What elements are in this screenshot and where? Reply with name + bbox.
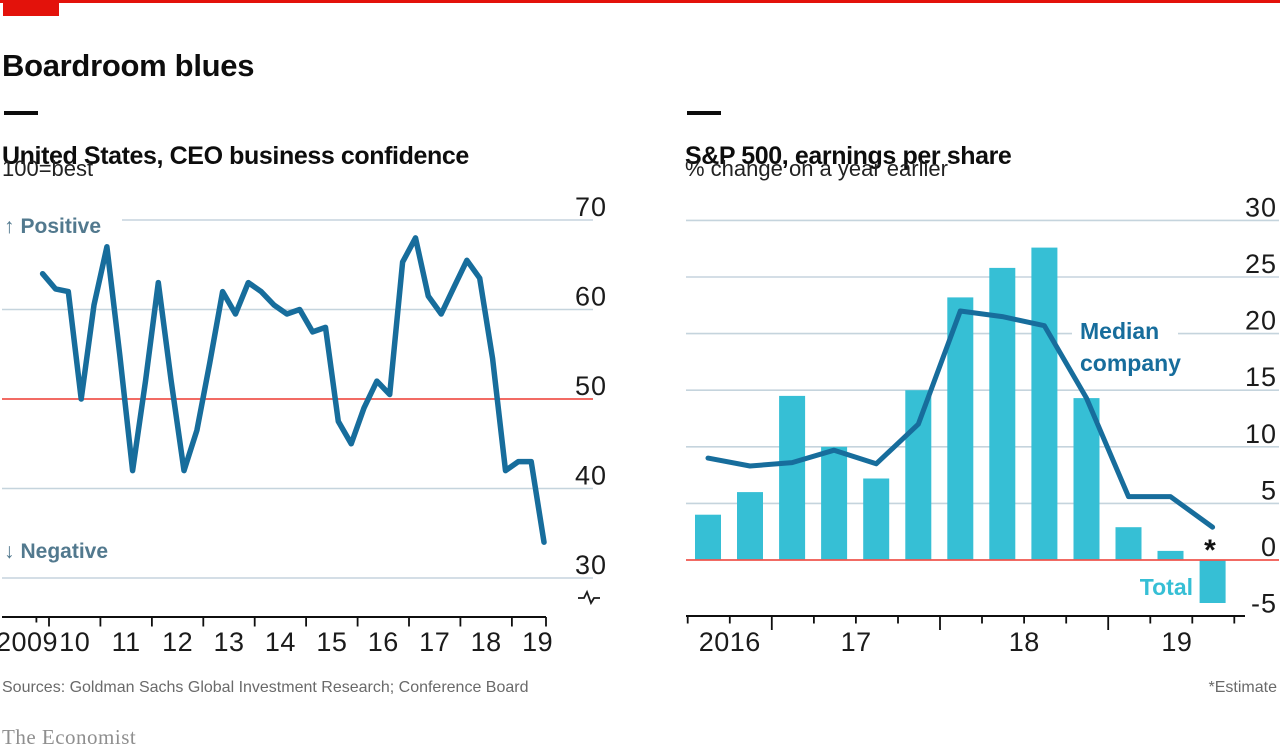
median-company-line1: Median	[1080, 318, 1160, 344]
left-xlabel-2009: 2009	[0, 627, 58, 657]
left-ytick-30: 30	[575, 550, 607, 580]
left-xlabel-18: 18	[471, 627, 502, 657]
bar-2018-q2	[989, 267, 1016, 560]
right-ytick-20: 20	[1245, 306, 1277, 336]
left-ytick-70: 70	[575, 192, 607, 222]
right-xlabel-19: 19	[1161, 627, 1192, 657]
page-title: Boardroom blues	[2, 47, 255, 83]
left-ytick-60: 60	[575, 282, 607, 312]
right-xlabel-2016: 2016	[699, 627, 761, 657]
estimate-asterisk: *	[1204, 534, 1216, 567]
left-xlabel-16: 16	[368, 627, 399, 657]
bar-2016-q3	[695, 514, 721, 560]
bar-2016-q4	[737, 492, 763, 560]
bar-2019-q2	[1157, 550, 1184, 560]
estimate-footnote: *Estimate	[1208, 679, 1277, 696]
left-xlabel-10: 10	[59, 627, 90, 657]
bar-2017-q2	[821, 446, 848, 560]
total-series-label: Total	[1139, 574, 1193, 600]
left-xlabel-13: 13	[213, 627, 244, 657]
right-ytick-10: 10	[1245, 419, 1277, 449]
negative-annotation: ↓ Negative	[4, 540, 108, 564]
positive-annotation-text: Positive	[20, 215, 102, 238]
positive-annotation: ↑ Positive	[4, 215, 101, 239]
down-arrow-icon: ↓	[4, 540, 15, 563]
left-kicker-dash	[4, 111, 38, 115]
left-chart-title: United States, CEO business confidence	[2, 141, 469, 170]
median-company-line	[705, 308, 1216, 530]
axis-break-icon	[578, 589, 600, 606]
masthead-red-tab	[3, 0, 59, 16]
left-ytick-50: 50	[575, 371, 607, 401]
right-kicker-dash	[687, 111, 721, 115]
ceo-confidence-line	[39, 235, 547, 545]
bar-2019-q3-	[1199, 560, 1226, 603]
left-xlabel-15: 15	[316, 627, 347, 657]
the-economist-logo: The Economist	[2, 725, 137, 749]
median-company-series-label: Median company	[1080, 315, 1181, 379]
right-ytick-0: 0	[1261, 532, 1277, 562]
masthead-rule	[0, 0, 1280, 3]
right-xlabel-18: 18	[1009, 627, 1040, 657]
left-xlabel-12: 12	[162, 627, 193, 657]
median-company-line2: company	[1080, 350, 1181, 376]
right-chart-unit: % change on a year earlier	[685, 156, 948, 181]
right-ytick--5: -5	[1251, 589, 1277, 619]
right-ytick-5: 5	[1261, 475, 1277, 505]
left-xlabel-11: 11	[112, 627, 141, 657]
bar-2017-q3	[863, 478, 890, 560]
bar-2017-q4	[905, 390, 932, 560]
left-xlabel-14: 14	[265, 627, 296, 657]
right-ytick-25: 25	[1245, 249, 1277, 279]
right-xlabel-17: 17	[841, 627, 872, 657]
right-ytick-30: 30	[1245, 192, 1277, 222]
left-xlabel-17: 17	[419, 627, 450, 657]
left-ytick-40: 40	[575, 461, 607, 491]
bar-2018-q3	[1031, 247, 1058, 560]
bar-2019-q1	[1115, 527, 1142, 560]
negative-annotation-text: Negative	[20, 540, 109, 563]
up-arrow-icon: ↑	[4, 215, 15, 238]
bar-2017-q1	[779, 395, 806, 560]
sources-note: Sources: Goldman Sachs Global Investment…	[2, 679, 529, 696]
right-ytick-15: 15	[1245, 362, 1277, 392]
right-chart-title: S&P 500, earnings per share	[685, 141, 1012, 170]
left-xlabel-19: 19	[522, 627, 553, 657]
left-chart-unit: 100=best	[2, 156, 94, 181]
bar-2018-q4	[1073, 398, 1100, 560]
